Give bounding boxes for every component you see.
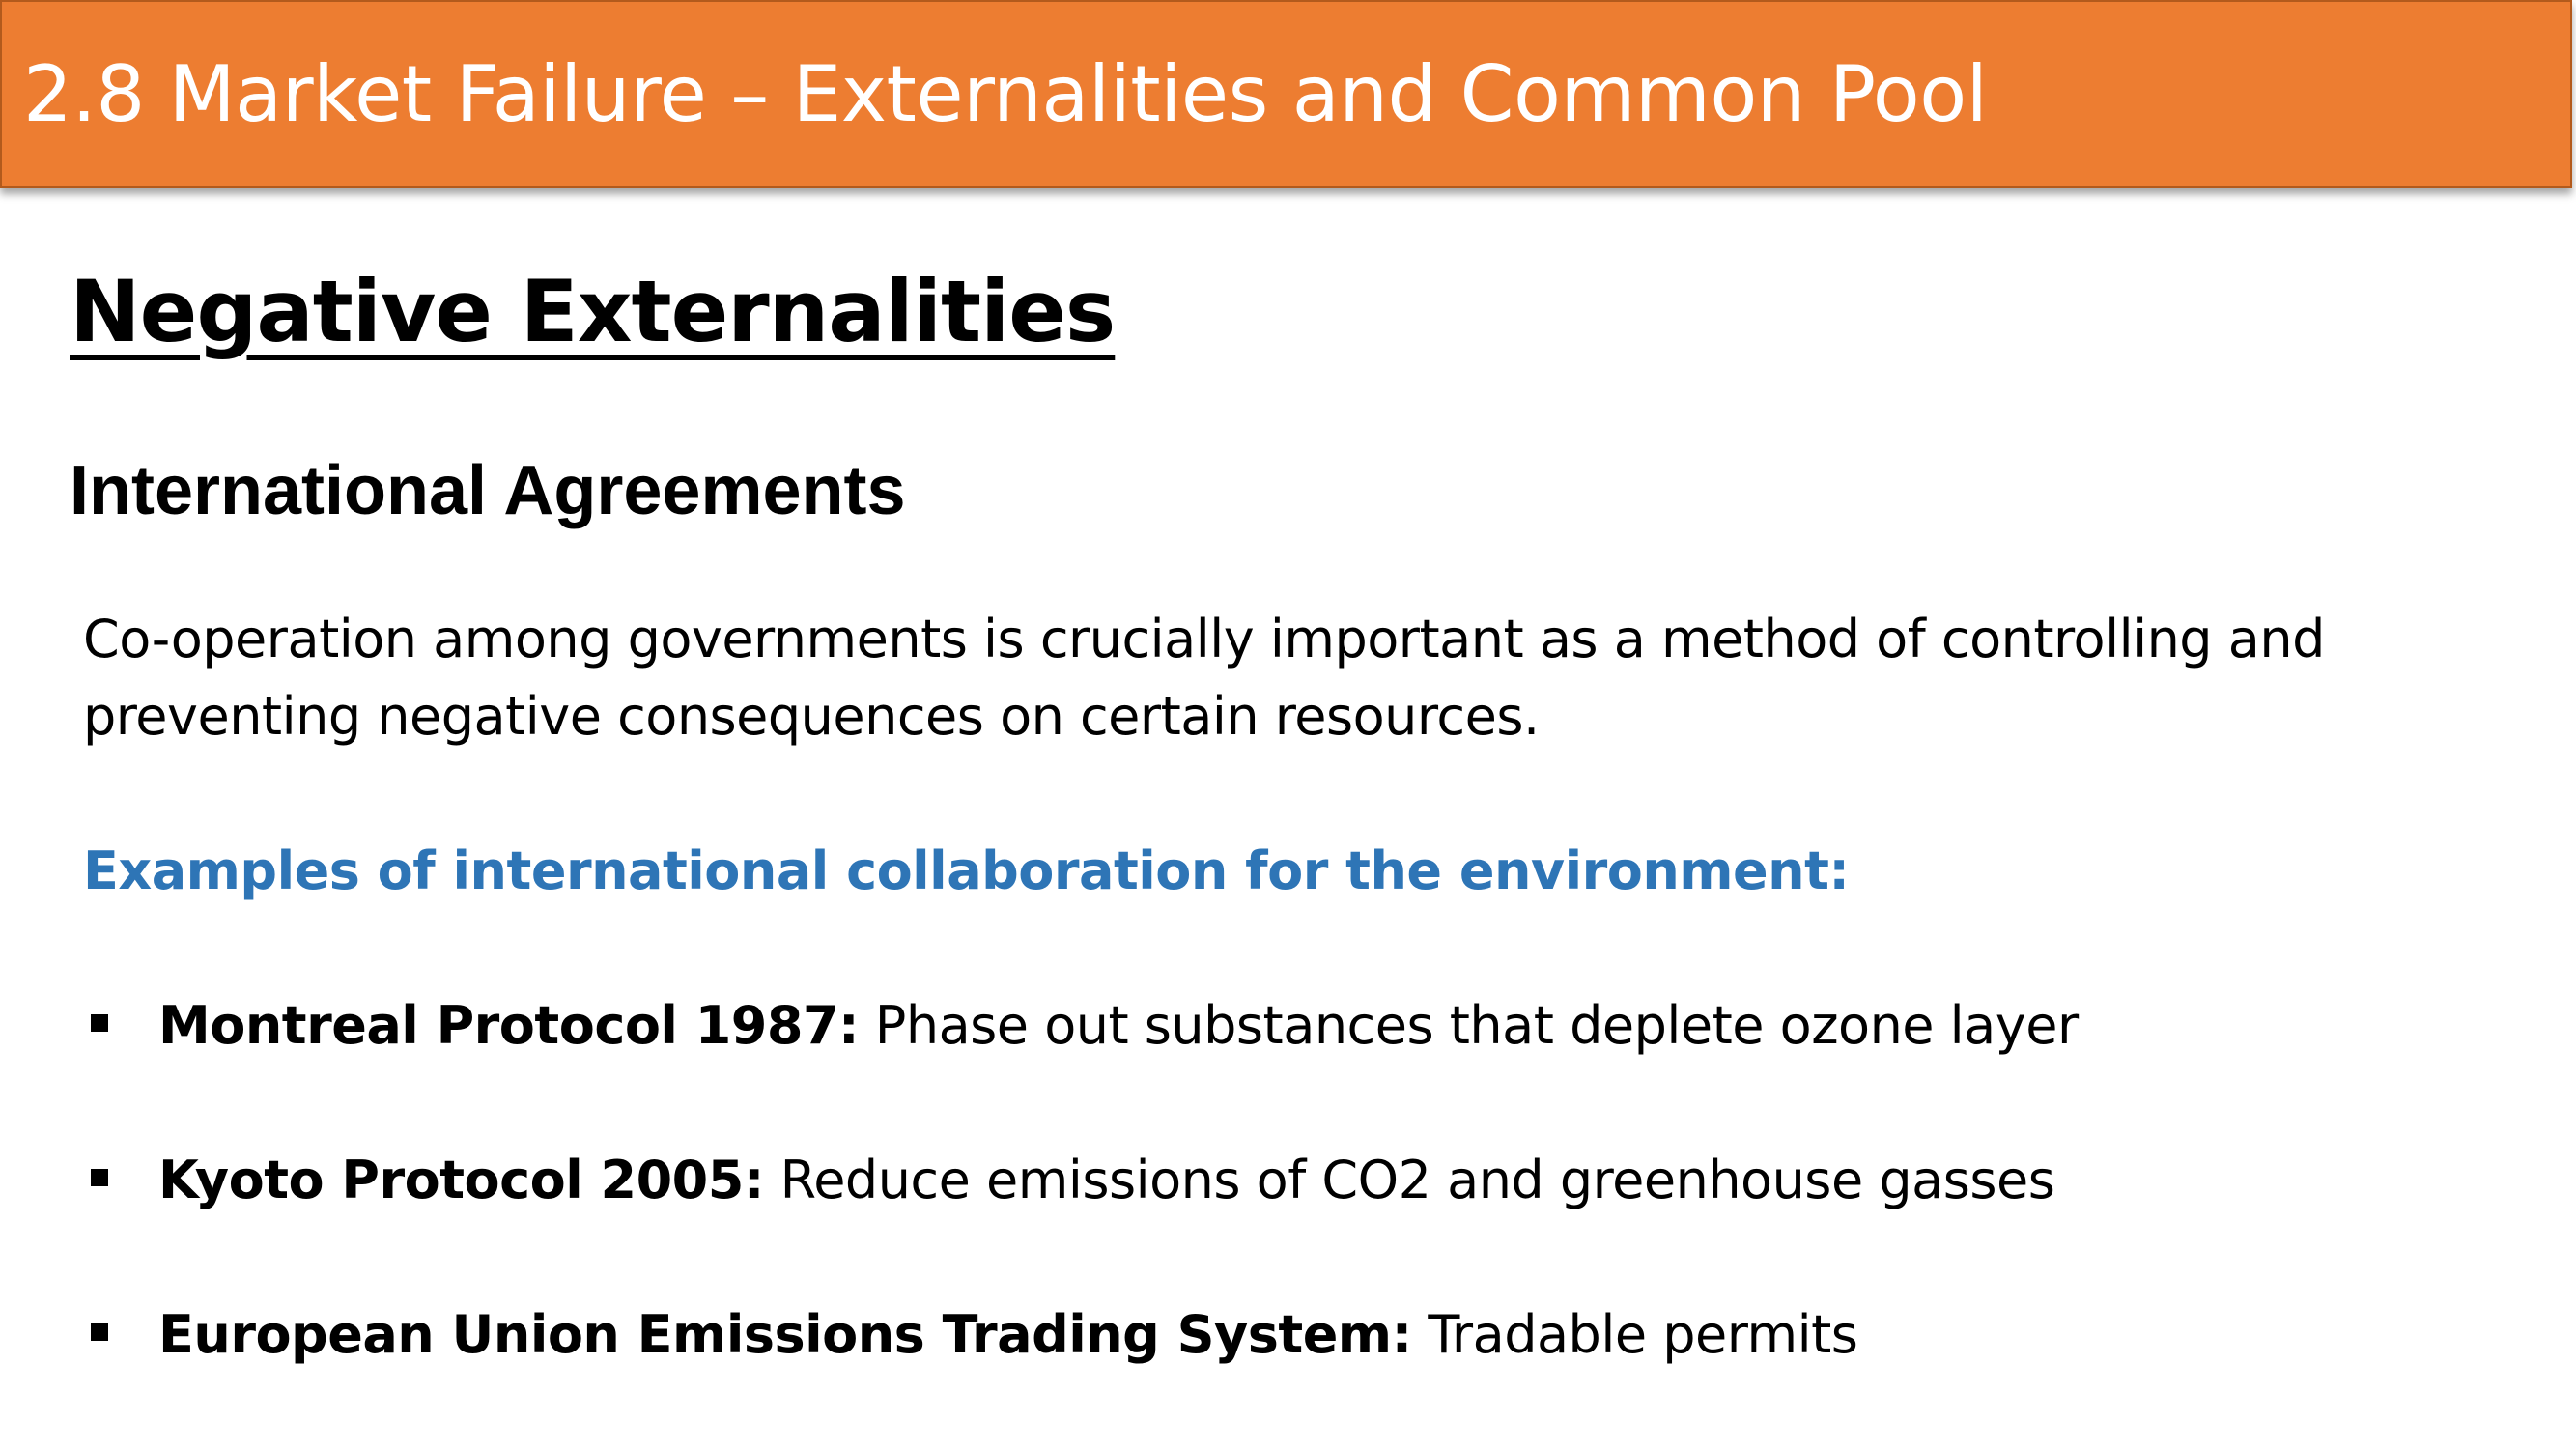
list-item-term: Kyoto Protocol 2005: xyxy=(158,1150,764,1210)
sub-heading: International Agreements xyxy=(70,452,906,529)
square-bullet-icon xyxy=(91,1323,108,1341)
list-item-description: Reduce emissions of CO2 and greenhouse g… xyxy=(763,1150,2055,1210)
section-heading: Negative Externalities xyxy=(70,262,1116,361)
square-bullet-icon xyxy=(91,1014,108,1032)
list-item-description: Tradable permits xyxy=(1411,1304,1858,1365)
slide-title: 2.8 Market Failure – Externalities and C… xyxy=(23,49,1988,139)
list-item-term: Montreal Protocol 1987: xyxy=(158,995,860,1056)
examples-heading: Examples of international collaboration … xyxy=(83,840,1850,901)
list-item-text: Kyoto Protocol 2005: Reduce emissions of… xyxy=(158,1142,2055,1219)
list-item-text: Montreal Protocol 1987: Phase out substa… xyxy=(158,987,2079,1065)
list-item-text: European Union Emissions Trading System:… xyxy=(158,1296,1858,1374)
title-bar: 2.8 Market Failure – Externalities and C… xyxy=(0,0,2572,188)
list-item-term: European Union Emissions Trading System: xyxy=(158,1304,1412,1365)
intro-paragraph: Co-operation among governments is crucia… xyxy=(83,609,2325,747)
square-bullet-icon xyxy=(91,1169,108,1186)
list-item-description: Phase out substances that deplete ozone … xyxy=(859,995,2079,1056)
